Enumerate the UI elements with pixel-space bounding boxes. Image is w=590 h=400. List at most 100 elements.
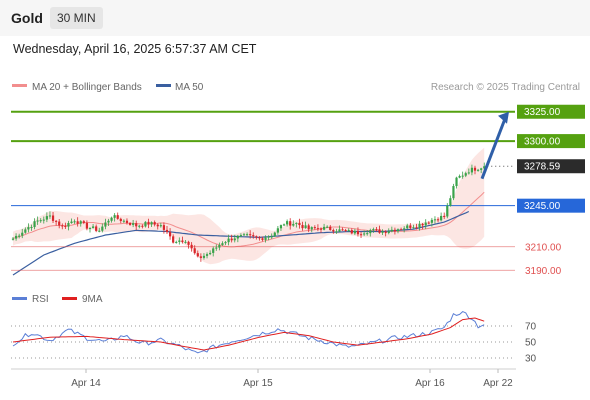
candle-body (224, 242, 227, 244)
candle-body (316, 228, 320, 230)
candle-body (415, 227, 418, 229)
ma20-line (12, 191, 485, 248)
candle-body (433, 219, 437, 221)
candle-body (399, 229, 403, 231)
candle-body (82, 221, 85, 223)
candle-body (239, 235, 243, 237)
candle-body (279, 225, 283, 229)
resistance-label: 3325.00 (524, 107, 561, 118)
candle-body (233, 238, 236, 241)
candle-body (282, 224, 286, 226)
candle-body (409, 225, 412, 228)
candle-body (298, 222, 301, 226)
candle-body (332, 229, 335, 232)
x-axis: Apr 14 Apr 15 Apr 16 Apr 22 (11, 368, 516, 389)
candle-body (396, 229, 400, 232)
candle-body (150, 222, 153, 225)
candle-body (187, 241, 190, 245)
candle-body (344, 229, 347, 231)
candle-body (304, 225, 307, 229)
projection-arrow (480, 111, 509, 180)
candle-body (159, 225, 162, 227)
candle-body (270, 236, 273, 238)
header-bar: Gold 30 MIN (0, 0, 590, 36)
candle-body (61, 225, 64, 227)
candle-body (356, 230, 360, 235)
candle-body (209, 252, 212, 255)
support-label: 3190.00 (525, 266, 562, 277)
candle-body (55, 220, 58, 222)
ma20-path (12, 191, 485, 248)
candle-body (128, 222, 132, 225)
support-label: 3210.00 (525, 242, 562, 253)
candle-body (236, 235, 239, 239)
candle-body (464, 173, 467, 176)
candle-body (449, 198, 452, 206)
candle-body (79, 221, 82, 224)
candle-body (267, 236, 270, 238)
x-tick-label: Apr 16 (415, 378, 445, 389)
rsi-legend: RSI 9MA (12, 294, 103, 305)
rsi-ma-path (12, 317, 485, 351)
candle-body (95, 226, 98, 231)
candle-body (30, 227, 33, 229)
ma20-legend-swatch (12, 84, 27, 87)
candle-body (338, 229, 341, 232)
candle-body (295, 222, 298, 224)
candle-body (427, 222, 430, 224)
candle-body (390, 229, 393, 232)
ma50-legend-swatch (156, 84, 171, 87)
candle-body (381, 231, 384, 233)
projection-arrow-shaft (480, 118, 507, 180)
rsi-legend-swatch (12, 297, 27, 300)
candle-body (310, 227, 313, 230)
candle-body (162, 225, 166, 230)
timeframe-badge[interactable]: 30 MIN (50, 7, 103, 29)
candle-body (341, 229, 344, 231)
rsi-tick-label: 50 (525, 338, 537, 349)
candle-body (467, 172, 470, 174)
rsi-tick-label: 30 (525, 354, 537, 365)
candle-body (276, 228, 279, 233)
bollinger-bands (13, 147, 485, 265)
candle-body (245, 234, 249, 236)
candle-body (403, 228, 406, 230)
candle-body (110, 217, 113, 221)
candle-body (326, 226, 329, 228)
rsi-grid: 30 50 70 (11, 322, 537, 365)
resistance-tag (517, 134, 585, 149)
candle-body (252, 235, 255, 237)
candle-body (455, 177, 458, 187)
candle-body (242, 234, 246, 236)
candle-body (181, 240, 184, 242)
x-tick-label: Apr 15 (243, 378, 273, 389)
ma50-legend-label: MA 50 (175, 82, 204, 93)
candle-body (156, 224, 159, 227)
candle-body (91, 226, 95, 228)
candle-body (406, 225, 409, 229)
candle-body (261, 238, 264, 240)
current-price-tag (517, 159, 585, 174)
candle-body (165, 229, 169, 233)
candle-body (430, 219, 433, 223)
candle-body (101, 226, 104, 231)
candle-body (205, 254, 209, 256)
candle-body (51, 215, 55, 221)
candle-body (273, 232, 276, 237)
candle-body (470, 167, 474, 173)
candle-body (480, 168, 483, 170)
candle-body (258, 237, 261, 239)
candle-body (369, 230, 372, 234)
candle-body (452, 186, 455, 199)
candle-body (227, 238, 230, 243)
candle-body (98, 230, 101, 232)
candle-body (335, 231, 338, 233)
candle-body (230, 238, 233, 241)
candle-body (141, 225, 144, 227)
candle-body (18, 235, 21, 237)
candle-body (329, 226, 332, 230)
candle-body (393, 229, 397, 232)
resistance-label: 3300.00 (524, 137, 561, 148)
candle-body (168, 232, 172, 237)
